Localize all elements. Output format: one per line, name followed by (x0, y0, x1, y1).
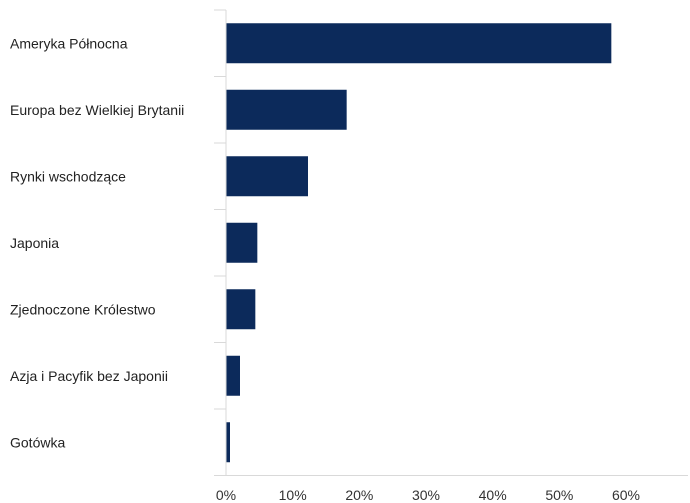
category-label: Azja i Pacyfik bez Japonii (10, 368, 168, 384)
category-label: Zjednoczone Królestwo (10, 301, 156, 317)
x-tick-label: 10% (279, 487, 307, 503)
axis-layer (214, 9, 688, 476)
category-label: Ameryka Północna (10, 35, 128, 51)
category-label: Rynki wschodzące (10, 168, 126, 184)
x-tick-label: 60% (612, 487, 640, 503)
bar (226, 422, 230, 463)
x-tick-label: 0% (216, 487, 236, 503)
bar (226, 355, 240, 396)
x-tick-label: 30% (412, 487, 440, 503)
bar (226, 289, 256, 330)
bar (226, 23, 612, 64)
category-label: Gotówka (10, 434, 65, 450)
x-tick-label: 20% (345, 487, 373, 503)
category-label: Europa bez Wielkiej Brytanii (10, 102, 184, 118)
category-label: Japonia (10, 235, 59, 251)
bar (226, 222, 258, 263)
bar (226, 156, 308, 197)
x-tick-label: 50% (545, 487, 573, 503)
bars-layer (226, 23, 612, 463)
labels-layer: Ameryka Północna Europa bez Wielkiej Bryt… (10, 35, 640, 503)
bar (226, 89, 347, 130)
x-tick-label: 40% (479, 487, 507, 503)
